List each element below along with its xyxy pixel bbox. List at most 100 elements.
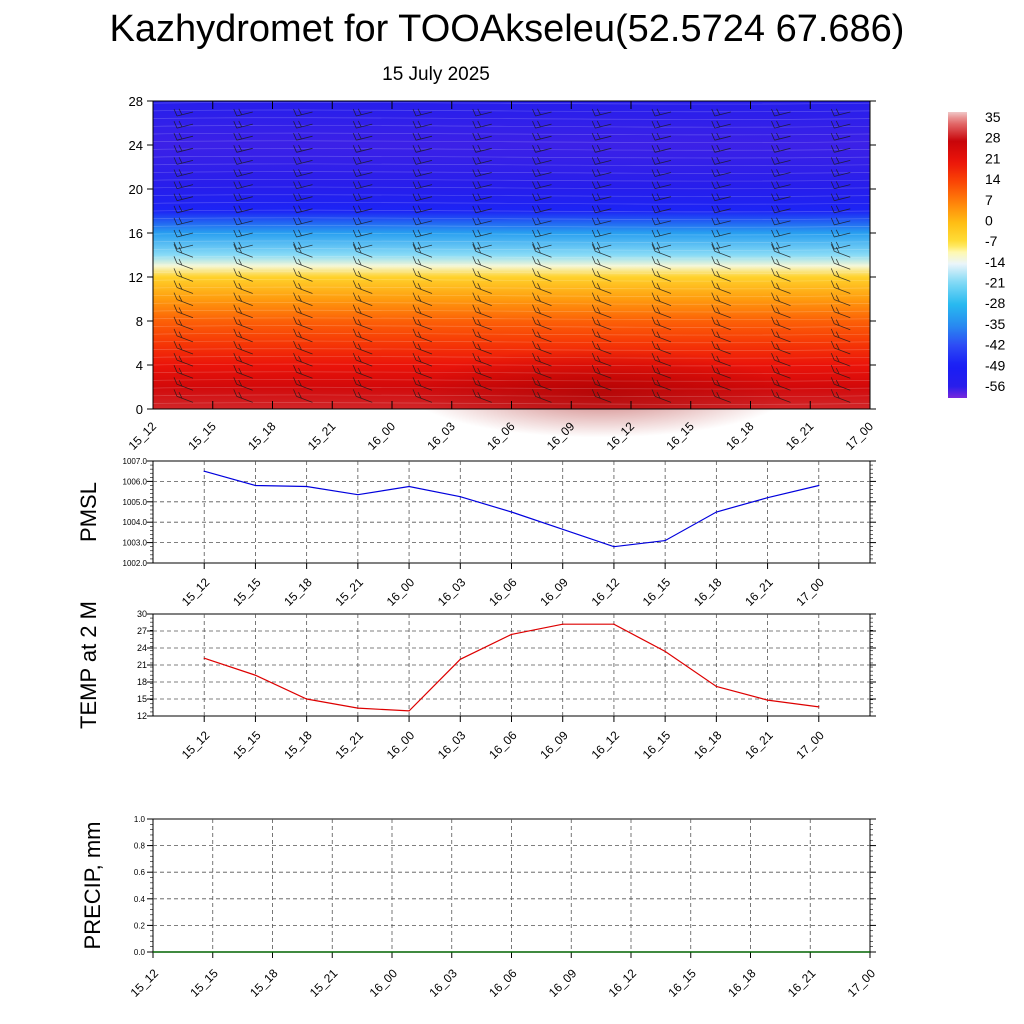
wind-barb (771, 132, 791, 141)
wind-barb (711, 229, 731, 238)
wind-barb (771, 328, 791, 343)
wind-barb (532, 144, 552, 153)
x-tick-label: 17_00 (793, 728, 827, 762)
data-point (203, 657, 205, 659)
y-tick-label: 12 (129, 270, 143, 285)
wind-barb (771, 181, 791, 189)
wind-barb (711, 120, 731, 129)
wind-barb (412, 132, 433, 141)
wind-barb (352, 120, 373, 129)
wind-barb (711, 304, 731, 319)
wind-barb (771, 280, 791, 294)
wind-barb (412, 229, 433, 238)
x-tick-label: 15_21 (307, 966, 341, 1000)
x-tick-label: 15_21 (332, 728, 366, 762)
x-tick-label: 15_12 (128, 966, 162, 1000)
wind-barb (771, 377, 791, 391)
wind-barb (711, 389, 731, 403)
y-tick-label: 0.0 (134, 948, 146, 957)
wind-barb (412, 340, 433, 355)
wind-barb (532, 241, 552, 250)
wind-barb (771, 292, 791, 306)
contour-line (152, 271, 871, 274)
wind-barb (173, 316, 194, 331)
wind-barb (532, 304, 552, 319)
y-tick-label: 0.4 (134, 895, 146, 904)
wind-barb (173, 193, 194, 202)
wind-barb (173, 328, 194, 343)
wind-barb (472, 280, 492, 294)
wind-barb (233, 193, 253, 202)
data-point (715, 685, 718, 688)
data-point (510, 511, 513, 513)
wind-barb (651, 340, 672, 355)
colorbar-label: 28 (985, 130, 1001, 146)
wind-barb (830, 193, 851, 202)
wind-barb (771, 108, 791, 117)
x-tick-label: 16_09 (537, 575, 571, 609)
contour-line (152, 209, 871, 213)
wind-barb (412, 256, 433, 270)
x-tick-label: 16_03 (426, 966, 460, 1000)
contour-line (152, 101, 871, 105)
wind-barb (711, 181, 731, 189)
y-tick-label: 24 (129, 138, 143, 153)
wind-barb (412, 328, 433, 343)
wind-barb (233, 229, 253, 238)
contour-line (152, 379, 871, 382)
wind-barb (472, 328, 492, 343)
wind-barb (233, 241, 253, 250)
wind-barb (651, 389, 672, 403)
wind-barb (532, 244, 552, 258)
y-tick-label: 28 (129, 94, 143, 109)
x-tick-label: 15_12 (179, 728, 213, 762)
wind-barb (173, 268, 194, 282)
wind-barb (173, 377, 194, 391)
wind-barb (771, 229, 791, 238)
data-point (459, 658, 461, 660)
wind-barb (412, 241, 433, 250)
data-point (357, 707, 359, 709)
data-point (613, 546, 615, 548)
wind-barb (472, 268, 492, 282)
wind-barb (352, 244, 373, 258)
wind-barb (472, 256, 492, 270)
wind-barb (651, 352, 672, 367)
wind-barb (591, 169, 612, 177)
contour-line (152, 194, 871, 197)
wind-barb (591, 181, 612, 189)
wind-barb (591, 157, 612, 165)
x-tick-label: 16_21 (783, 419, 817, 453)
colorbar-label: 7 (985, 192, 993, 208)
data-point (818, 706, 820, 708)
wind-barb (830, 340, 851, 355)
wind-barb (173, 120, 194, 129)
contour-line (152, 171, 871, 174)
wind-barb (412, 193, 433, 202)
contour-line (152, 263, 871, 267)
colorbar-label: 35 (985, 109, 1001, 125)
x-tick-label: 15_18 (247, 966, 281, 1000)
wind-barb (352, 365, 373, 379)
wind-barb (293, 193, 313, 202)
wind-barb (532, 181, 552, 189)
data-point (767, 699, 769, 701)
wind-barb (711, 292, 731, 306)
wind-barb (830, 229, 851, 238)
wind-barb (173, 244, 194, 258)
data-point (408, 710, 410, 712)
contour-line (152, 348, 871, 351)
wind-barb (352, 280, 373, 294)
contour-line (152, 356, 871, 359)
wind-barb (651, 241, 672, 250)
wind-barb (651, 193, 672, 202)
wind-barb (352, 241, 373, 250)
wind-barb (591, 268, 612, 282)
wind-barb (711, 256, 731, 270)
wind-barb (173, 389, 194, 403)
wind-barb (532, 157, 552, 165)
contour-line (152, 332, 871, 336)
colorbar-fill (948, 112, 967, 398)
wind-barb (591, 244, 612, 258)
